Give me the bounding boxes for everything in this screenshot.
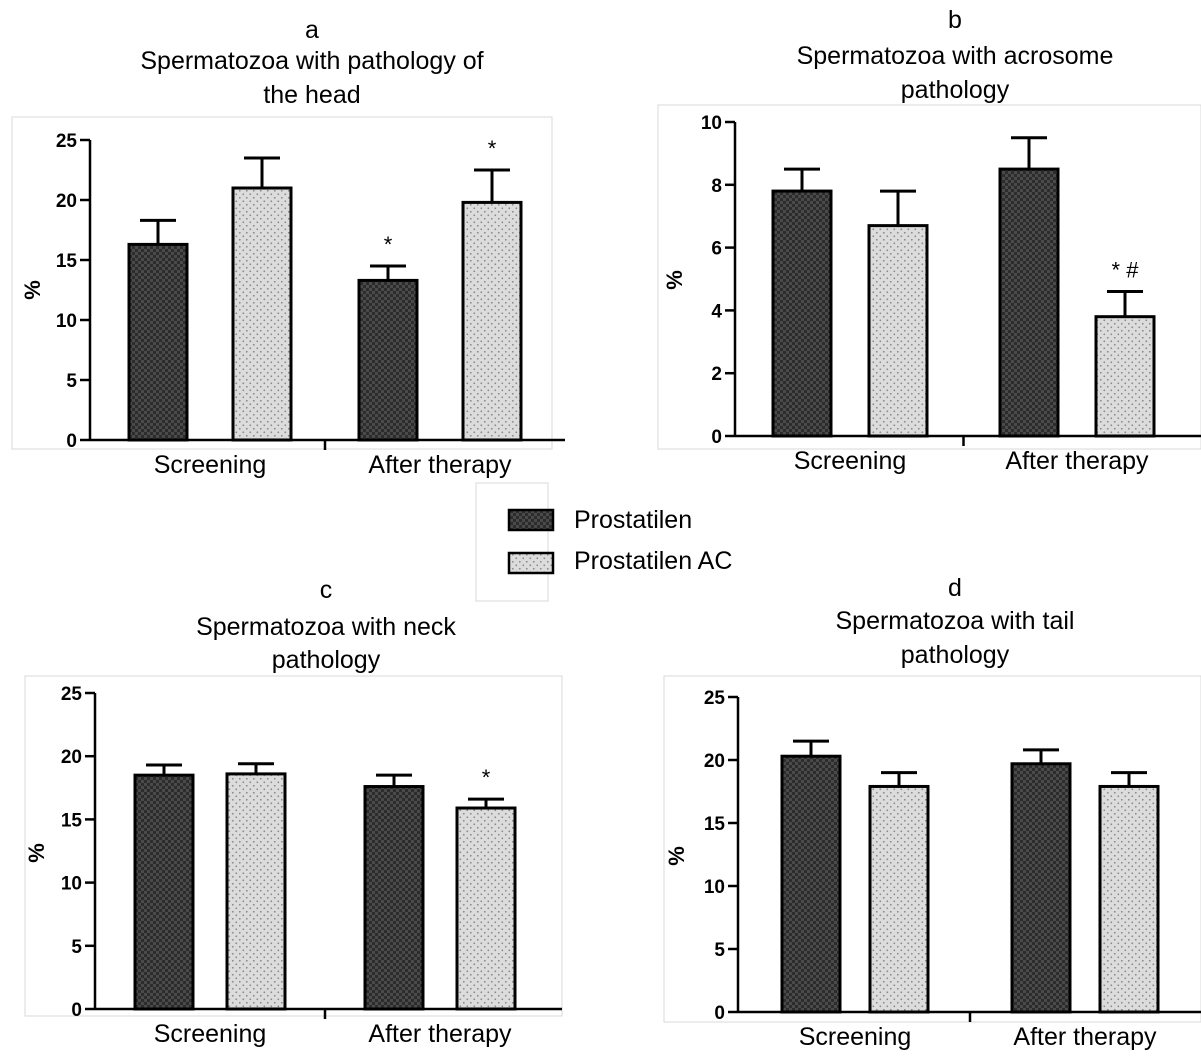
legend: Prostatilen Prostatilen AC <box>475 482 732 602</box>
panel-d-ytick-label-5: 5 <box>714 940 725 961</box>
panel-c-ytick-label-20: 20 <box>61 747 82 768</box>
panel-b-title-line-1: Spermatozoa with acrosome <box>797 42 1114 70</box>
panel-b-annotation-0: * # <box>1112 258 1140 283</box>
legend-swatch-prostatilen-ac <box>507 551 555 575</box>
panel-d-ylabel: % <box>664 846 689 866</box>
panel-d-plot: 0 5 10 15 20 25 Screening After therapy <box>704 688 1201 1051</box>
panel-d-letter: d <box>948 574 962 602</box>
panel-a-category-label-0: Screening <box>154 451 267 479</box>
panel-a-bar-prostatilen-1 <box>357 278 419 442</box>
panel-b-bar-prostatilen-0 <box>771 189 833 438</box>
panel-b-frame <box>657 104 1201 450</box>
panel-d-bar-prostatilen-ac-0 <box>868 784 930 1014</box>
panel-c-plot: 0 5 10 15 20 25 Screening After therapy * <box>61 684 562 1048</box>
panel-a-category-label-1: After therapy <box>368 451 512 479</box>
panel-b-ytick-label-4: 4 <box>711 301 722 322</box>
panel-b: b Spermatozoa with acrosome pathology % … <box>657 6 1201 475</box>
panel-a-ytick-label-20: 20 <box>56 191 77 212</box>
panel-c-title-line-1: Spermatozoa with neck <box>196 613 456 641</box>
panel-a-annotation-0: * <box>384 232 393 257</box>
panel-c-letter: c <box>320 576 333 604</box>
panel-a-bar-prostatilen-ac-1 <box>461 200 523 442</box>
panel-b-bar-prostatilen-ac-0 <box>867 224 929 438</box>
panel-b-title-line-2: pathology <box>901 76 1010 104</box>
panel-c-category-label-0: Screening <box>154 1020 267 1048</box>
panel-c-title-line-2: pathology <box>272 646 381 674</box>
panel-b-ytick-label-8: 8 <box>711 176 722 197</box>
panel-d-ytick-label-10: 10 <box>704 877 725 898</box>
panel-d-category-label-1: After therapy <box>1013 1023 1157 1051</box>
panel-b-plot: 0 2 4 6 8 10 Screening After therapy * # <box>701 113 1201 475</box>
panel-d-title-line-1: Spermatozoa with tail <box>835 607 1074 635</box>
panel-a: a Spermatozoa with pathology of the head… <box>11 16 565 479</box>
panel-a-title-line-1: Spermatozoa with pathology of <box>140 47 483 75</box>
panel-c-ytick-label-10: 10 <box>61 874 82 895</box>
panel-d-ytick-label-20: 20 <box>704 751 725 772</box>
panel-a-ytick-label-10: 10 <box>56 311 77 332</box>
panel-d-frame <box>663 675 1201 1023</box>
panel-c-ytick-label-25: 25 <box>61 684 83 705</box>
legend-box <box>475 482 549 602</box>
panel-c-bar-prostatilen-0 <box>133 773 195 1011</box>
panel-a-ytick-label-25: 25 <box>56 131 78 152</box>
panel-a-ytick-label-0: 0 <box>66 431 77 452</box>
panel-d-bar-prostatilen-0 <box>780 754 842 1014</box>
panel-b-bar-prostatilen-1 <box>998 167 1060 438</box>
legend-label-prostatilen-ac: Prostatilen AC <box>574 547 732 575</box>
panel-d: d Spermatozoa with tail pathology % 0 5 10… <box>663 574 1201 1051</box>
panel-a-plot: 0 5 10 15 20 25 Screening After therapy * * <box>56 131 565 479</box>
panel-a-ylabel: % <box>20 280 45 300</box>
panel-b-ytick-label-6: 6 <box>711 239 722 260</box>
panel-b-ytick-label-2: 2 <box>711 364 722 385</box>
panel-b-bar-prostatilen-ac-1 <box>1094 315 1156 438</box>
panel-b-ylabel: % <box>662 270 687 290</box>
panel-b-letter: b <box>948 6 962 34</box>
panel-a-annotation-1: * <box>488 136 497 161</box>
panel-c-frame <box>24 675 563 1017</box>
panel-d-category-label-0: Screening <box>799 1023 912 1051</box>
panel-a-ytick-label-5: 5 <box>66 371 77 392</box>
panel-d-ytick-label-0: 0 <box>714 1003 725 1024</box>
panel-c-bar-prostatilen-ac-0 <box>225 772 287 1011</box>
panel-d-ytick-label-15: 15 <box>704 814 726 835</box>
panel-c-ytick-label-0: 0 <box>71 1000 82 1021</box>
panel-d-title-line-2: pathology <box>901 641 1010 669</box>
panel-d-ytick-label-25: 25 <box>704 688 726 709</box>
panel-c-ylabel: % <box>24 843 49 863</box>
panel-a-letter: a <box>305 16 319 44</box>
panel-a-bar-prostatilen-ac-0 <box>231 186 293 442</box>
panel-c-annotation-0: * <box>482 765 491 790</box>
legend-swatch-prostatilen <box>507 508 555 532</box>
panel-c-bar-prostatilen-ac-1 <box>455 806 517 1011</box>
legend-label-prostatilen: Prostatilen <box>574 506 692 534</box>
panel-c-ytick-label-5: 5 <box>71 937 82 958</box>
panel-b-ytick-label-0: 0 <box>711 427 722 448</box>
panel-c-bar-prostatilen-1 <box>363 785 425 1011</box>
panel-d-bar-prostatilen-1 <box>1010 762 1072 1014</box>
panel-a-ytick-label-15: 15 <box>56 251 78 272</box>
panel-c-category-label-1: After therapy <box>368 1020 512 1048</box>
panel-a-bar-prostatilen-0 <box>127 242 189 442</box>
panel-a-title-line-2: the head <box>263 81 360 109</box>
panel-d-bar-prostatilen-ac-1 <box>1098 784 1160 1014</box>
panel-b-ytick-label-10: 10 <box>701 113 722 134</box>
panel-c: c Spermatozoa with neck pathology % 0 5 10… <box>24 576 563 1048</box>
panel-b-category-label-0: Screening <box>794 447 907 475</box>
panel-b-category-label-1: After therapy <box>1005 447 1149 475</box>
panel-a-frame <box>11 116 553 450</box>
panel-c-ytick-label-15: 15 <box>61 810 83 831</box>
